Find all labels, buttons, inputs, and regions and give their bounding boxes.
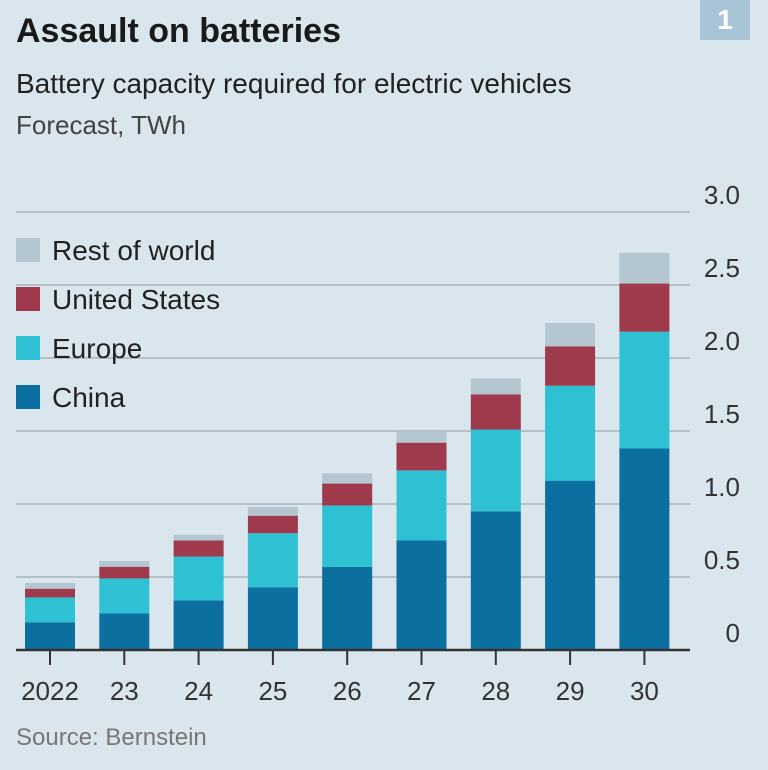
legend-swatch: [16, 287, 40, 311]
bar-europe: [25, 597, 75, 623]
bar-rest-of-world: [173, 534, 224, 541]
chart-number-badge: 1: [700, 0, 750, 40]
y-tick-label: 0: [726, 618, 740, 648]
bar-china: [173, 600, 224, 650]
x-tick-label: 30: [630, 676, 659, 706]
bar-united-states: [25, 588, 75, 598]
bar-china: [545, 480, 596, 650]
bar-rest-of-world: [247, 506, 298, 516]
bar-europe: [247, 533, 298, 588]
bar-china: [25, 622, 75, 650]
bar-united-states: [396, 442, 447, 471]
bar-united-states: [545, 346, 596, 386]
legend-label: Europe: [52, 333, 142, 364]
chart-subtitle: Battery capacity required for electric v…: [16, 68, 572, 99]
chart-units: Forecast, TWh: [16, 110, 187, 140]
bar-united-states: [619, 283, 670, 332]
bar-europe: [173, 556, 224, 601]
y-tick-label: 3.0: [704, 180, 740, 210]
legend-label: China: [52, 382, 126, 413]
bar-china: [396, 540, 447, 650]
bar-united-states: [470, 394, 521, 430]
legend-label: United States: [52, 284, 220, 315]
y-tick-label: 1.5: [704, 399, 740, 429]
x-tick-label: 28: [481, 676, 510, 706]
bar-united-states: [173, 540, 224, 557]
bar-united-states: [99, 566, 150, 579]
bar-china: [99, 613, 150, 650]
bar-china: [322, 566, 373, 650]
legend-swatch: [16, 385, 40, 409]
bar-united-states: [247, 515, 298, 534]
x-tick-label: 25: [258, 676, 287, 706]
bar-europe: [470, 429, 521, 512]
y-tick-label: 0.5: [704, 545, 740, 575]
legend-swatch: [16, 238, 40, 262]
x-tick-label: 2022: [21, 676, 79, 706]
bar-rest-of-world: [99, 560, 150, 567]
y-tick-label: 2.0: [704, 326, 740, 356]
bar-rest-of-world: [396, 431, 447, 443]
bar-rest-of-world: [322, 473, 373, 484]
legend-swatch: [16, 336, 40, 360]
bar-europe: [99, 578, 150, 614]
legend-label: Rest of world: [52, 235, 215, 266]
x-tick-label: 29: [556, 676, 585, 706]
bar-rest-of-world: [619, 252, 670, 284]
bar-rest-of-world: [545, 322, 596, 347]
bar-europe: [322, 505, 373, 567]
chart-title: Assault on batteries: [16, 12, 341, 50]
x-tick-label: 27: [407, 676, 436, 706]
bar-rest-of-world: [25, 582, 75, 589]
bar-europe: [545, 385, 596, 481]
x-tick-label: 26: [333, 676, 362, 706]
bar-europe: [619, 331, 670, 449]
bar-rest-of-world: [470, 378, 521, 395]
x-tick-label: 24: [184, 676, 213, 706]
bar-china: [470, 511, 521, 650]
bar-china: [619, 448, 670, 650]
bar-europe: [396, 470, 447, 541]
bar-china: [247, 587, 298, 650]
source-note: Source: Bernstein: [16, 724, 207, 751]
x-tick-label: 23: [110, 676, 139, 706]
y-tick-label: 2.5: [704, 253, 740, 283]
y-tick-label: 1.0: [704, 472, 740, 502]
bar-united-states: [322, 483, 373, 506]
